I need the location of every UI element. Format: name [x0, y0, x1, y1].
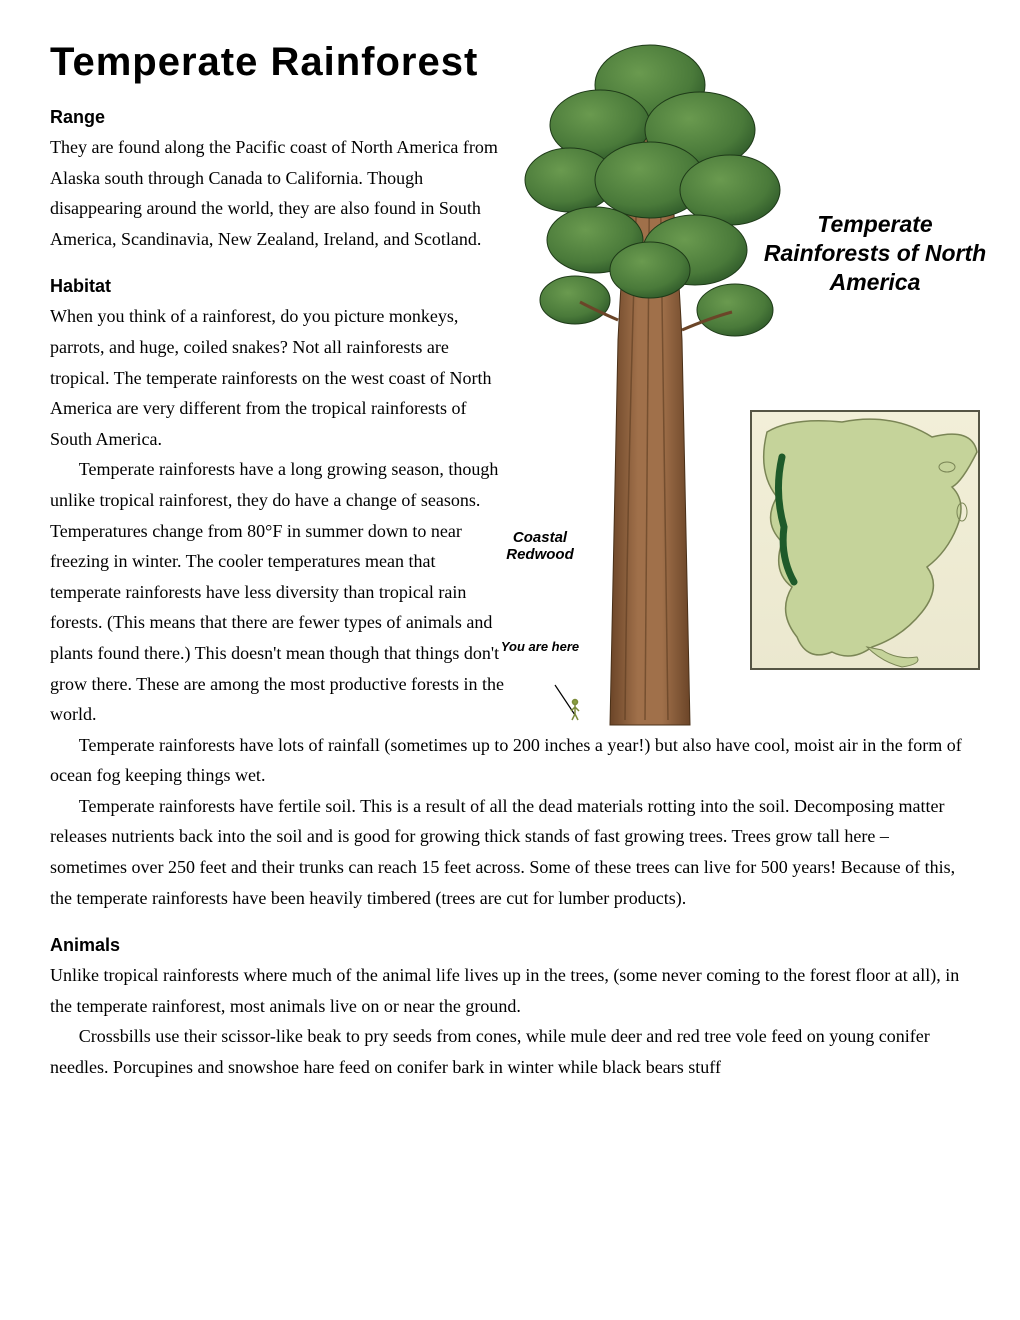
illustration-block: Temperate Rainforests of North America C… [500, 40, 1000, 730]
habitat-p3: Temperate rainforests have lots of rainf… [50, 730, 970, 791]
animals-heading: Animals [50, 935, 970, 956]
illustration-title: Temperate Rainforests of North America [760, 210, 990, 296]
habitat-heading: Habitat [50, 276, 510, 297]
north-america-map [750, 410, 980, 670]
you-are-here-label: You are here [500, 640, 580, 654]
animals-p2: Crossbills use their scissor-like beak t… [50, 1021, 970, 1082]
range-heading: Range [50, 107, 510, 128]
habitat-p1: When you think of a rainforest, do you p… [50, 301, 510, 454]
habitat-p2: Temperate rainforests have a long growin… [50, 454, 510, 729]
tree-species-label: Coastal Redwood [500, 530, 580, 563]
habitat-p4: Temperate rainforests have fertile soil.… [50, 791, 970, 913]
animals-p1: Unlike tropical rainforests where much o… [50, 960, 970, 1021]
range-paragraph: They are found along the Pacific coast o… [50, 132, 510, 254]
